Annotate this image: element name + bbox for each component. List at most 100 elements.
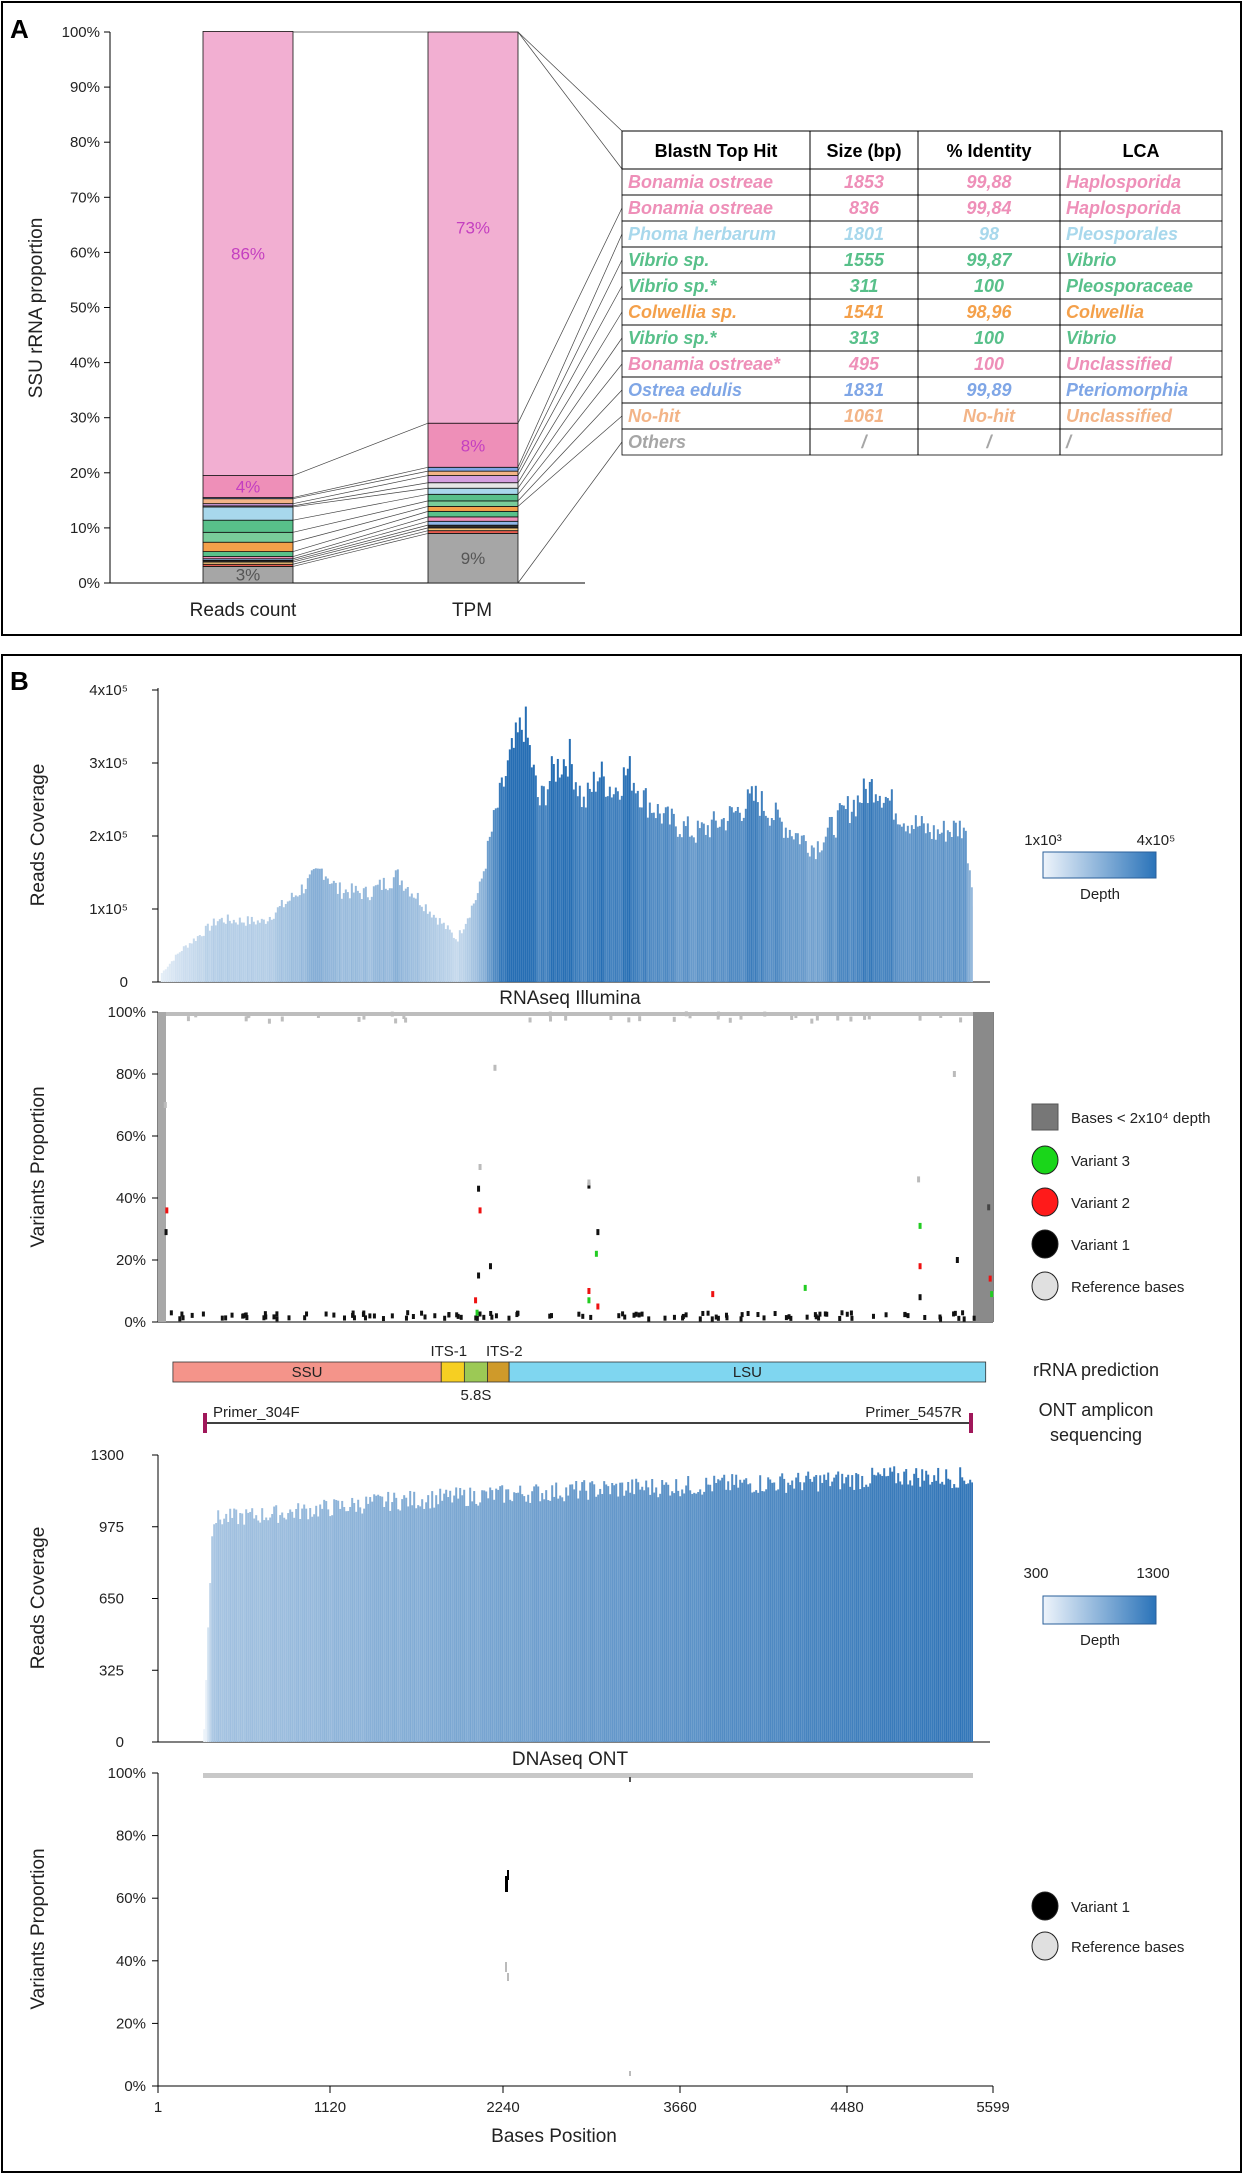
table-cell: 99,88: [966, 172, 1011, 192]
ont-coverage-column: [307, 1519, 310, 1742]
ont-coverage-column: [859, 1489, 862, 1742]
table-cell: 99,89: [966, 380, 1011, 400]
rna-coverage-column: [916, 826, 919, 982]
rna-coverage-column: [956, 836, 959, 982]
rna-coverage-column: [975, 914, 977, 982]
ont-coverage-column: [237, 1524, 240, 1742]
ont-coverage-column: [321, 1508, 324, 1742]
rna-coverage-column: [414, 898, 417, 982]
ont-coverage-column: [473, 1491, 476, 1742]
ont-coverage-column: [795, 1477, 798, 1742]
rna-variant-point: [684, 1312, 688, 1318]
rna-variant-point: [627, 1017, 631, 1023]
rna-variant-point: [230, 1312, 234, 1318]
ont-coverage-column: [269, 1517, 272, 1742]
ont-coverage-column: [597, 1494, 600, 1742]
ont-variants-y-tick: 100%: [108, 1765, 146, 1782]
rna-coverage-column: [320, 868, 323, 982]
rna-variant-point: [190, 1312, 194, 1318]
rna-coverage-column: [754, 785, 757, 982]
rna-variant-point: [390, 1011, 394, 1017]
rrna-prediction-label: rRNA prediction: [1033, 1360, 1159, 1380]
ont-coverage-column: [743, 1479, 746, 1742]
rna-coverage-column: [478, 881, 481, 982]
rna-coverage-column: [722, 817, 725, 982]
rna-coverage-column: [450, 932, 453, 982]
rna-variant-point: [813, 1312, 817, 1318]
ont-coverage-column: [919, 1486, 922, 1742]
ont-coverage-column: [255, 1515, 258, 1742]
rna-coverage-column: [790, 836, 793, 982]
rna-coverage-column: [534, 775, 537, 982]
ont-coverage-column: [263, 1520, 266, 1742]
bar-segment: [427, 493, 519, 502]
rna-coverage-column: [782, 837, 785, 982]
rna-coverage-column: [987, 961, 989, 982]
ont-coverage-column: [799, 1482, 802, 1742]
ont-coverage-column: [777, 1489, 780, 1742]
ont-coverage-column: [907, 1484, 910, 1742]
ont-coverage-column: [903, 1471, 906, 1742]
rna-variants-y-tick: 100%: [108, 1004, 146, 1021]
table-cell: 311: [850, 276, 879, 296]
rna-coverage-column: [532, 764, 535, 982]
ont-coverage-column: [281, 1512, 284, 1742]
panel-a-y-tick: 100%: [62, 24, 100, 41]
rna-variant-point: [756, 1312, 760, 1318]
rna-coverage-column: [402, 890, 405, 982]
rna-coverage-column: [950, 836, 953, 982]
rna-variant-point: [988, 1275, 992, 1282]
ont-coverage-column: [617, 1496, 620, 1742]
ont-coverage-column: [461, 1495, 464, 1742]
rna-variant-point: [169, 1310, 173, 1316]
ont-coverage-column: [637, 1482, 640, 1742]
table-cell: 98,96: [966, 302, 1012, 322]
rna-depth-min: 1x10³: [1024, 832, 1062, 849]
rna-variant-point: [918, 1263, 922, 1270]
rna-depth-label: Depth: [1080, 886, 1120, 903]
rna-coverage-y-tick: 3x10⁵: [89, 755, 128, 772]
ont-coverage-column: [543, 1499, 546, 1742]
ont-coverage-column: [765, 1489, 768, 1742]
rna-coverage-column: [436, 924, 439, 982]
rna-variant-point: [710, 1316, 714, 1322]
bar-segment: [427, 533, 519, 584]
rna-coverage-column: [576, 796, 579, 982]
table-cell: 98: [979, 224, 999, 244]
rna-variant-point: [587, 1179, 591, 1186]
rna-variant-point: [716, 1315, 720, 1321]
ont-coverage-column: [873, 1474, 876, 1742]
rna-coverage-column: [900, 826, 903, 982]
ont-coverage-column: [573, 1489, 576, 1742]
rna-variant-point: [959, 1017, 963, 1023]
rna-coverage-column: [566, 776, 569, 982]
rna-coverage-column: [766, 817, 769, 982]
ont-coverage-column: [773, 1482, 776, 1742]
th-blastn-top-hit: BlastN Top Hit: [655, 141, 778, 161]
rna-coverage-column: [558, 777, 561, 982]
rna-variant-point: [477, 1272, 481, 1279]
rna-variant-point: [478, 1164, 482, 1170]
rna-coverage-column: [934, 839, 937, 982]
ont-coverage-column: [559, 1495, 562, 1742]
ont-coverage-column: [643, 1490, 646, 1742]
rna-coverage-column: [958, 820, 961, 982]
ont-coverage-column: [215, 1523, 218, 1742]
ont-coverage-column: [835, 1474, 838, 1742]
rna-coverage-column: [184, 945, 187, 982]
rna-coverage-column: [234, 922, 237, 982]
rna-coverage-column: [498, 782, 501, 982]
rna-coverage-column: [752, 800, 755, 982]
rna-variants-y-label: Variants Proportion: [28, 1086, 49, 1247]
ont-coverage-column: [695, 1493, 698, 1742]
rna-coverage-column: [812, 847, 815, 982]
ont-coverage-column: [781, 1473, 784, 1742]
ont-coverage-column: [753, 1491, 756, 1742]
rna-coverage-column: [918, 825, 921, 982]
ont-coverage-column: [325, 1501, 328, 1742]
rna-coverage-column: [822, 842, 825, 982]
rna-variants-y-tick: 80%: [116, 1066, 146, 1083]
rna-coverage-column: [942, 820, 945, 982]
rna-coverage-column: [406, 887, 409, 982]
rna-variant-point: [739, 1014, 743, 1020]
